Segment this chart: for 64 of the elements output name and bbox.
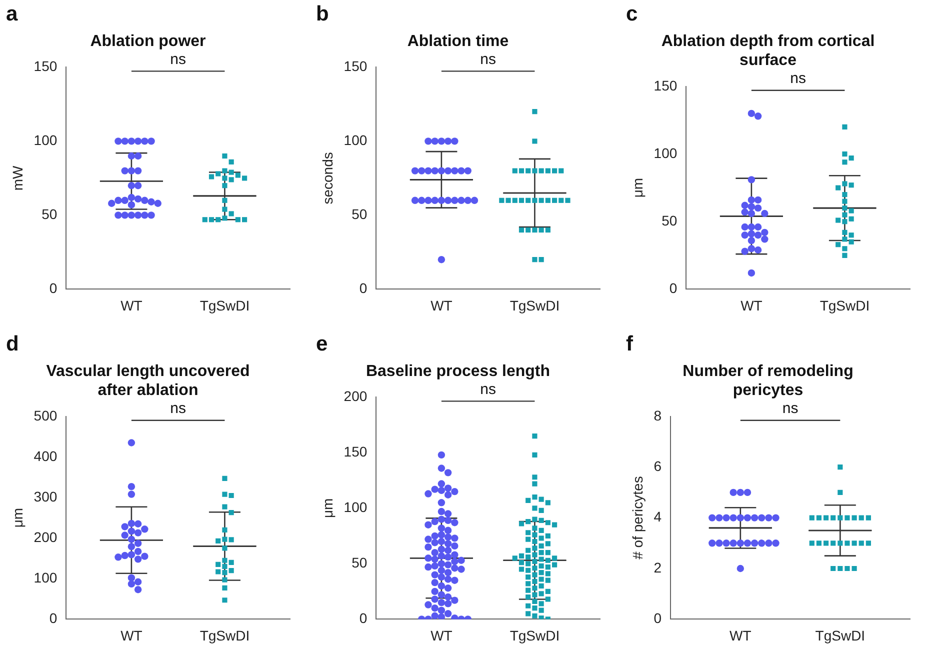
y-axis-title: mW (9, 164, 26, 191)
text: f (626, 332, 634, 356)
annotation: ns (480, 50, 496, 68)
y-tick-label: 50 (662, 212, 678, 228)
y-tick-label: 0 (49, 610, 58, 626)
y-tick-label: 200 (344, 388, 368, 404)
text: d (6, 332, 19, 356)
chart-title: Number of remodeling pericytes (682, 363, 854, 400)
x-tick-label: WT (120, 297, 143, 314)
y-tick-label: 150 (654, 77, 678, 94)
x-tick-label: WT (430, 297, 453, 314)
x-tick-label: WT (740, 297, 763, 314)
x-tick-label: TgSwDI (820, 297, 870, 314)
annotation: ns (782, 400, 798, 418)
x-tick-label: TgSwDI (200, 297, 250, 314)
chart-title: Ablation power (90, 33, 206, 50)
annotation: ns (170, 50, 186, 68)
x-tick-label: WT (120, 627, 143, 644)
y-axis-title: μm (9, 508, 26, 528)
text: a (6, 2, 18, 26)
annotation: ns (170, 400, 186, 418)
y-tick-label: 0 (49, 280, 58, 296)
y-tick-label: 0 (359, 280, 368, 296)
chart-title: Ablation time (407, 33, 509, 50)
y-tick-label: 8 (654, 407, 662, 424)
y-axis-title: μm (629, 178, 646, 198)
y-tick-label: 500 (34, 407, 58, 424)
chart-title: Baseline process length (366, 363, 550, 380)
y-tick-label: 0 (654, 610, 662, 626)
text: e (316, 332, 328, 356)
x-tick-label: TgSwDI (200, 627, 250, 644)
y-tick-label: 150 (344, 58, 368, 74)
annotation: ns (790, 70, 806, 88)
chart-title: Vascular length uncovered after ablation (46, 363, 250, 400)
y-tick-label: 200 (34, 528, 58, 545)
x-tick-label: TgSwDI (510, 297, 560, 314)
y-tick-label: 100 (34, 132, 58, 148)
y-tick-label: 100 (344, 132, 368, 148)
y-tick-label: 50 (352, 554, 368, 571)
x-tick-label: WT (730, 627, 752, 644)
y-tick-label: 400 (34, 448, 58, 464)
y-tick-label: 150 (344, 444, 368, 460)
x-tick-label: WT (430, 627, 453, 644)
y-tick-label: 4 (654, 508, 662, 525)
y-tick-label: 150 (34, 58, 58, 74)
x-tick-label: TgSwDI (510, 627, 560, 644)
y-tick-label: 100 (34, 570, 58, 586)
y-tick-label: 50 (42, 206, 58, 222)
y-tick-label: 300 (34, 488, 58, 504)
chart-title: Ablation depth from cortical surface (661, 33, 875, 70)
annotation: ns (480, 380, 496, 398)
y-tick-label: 100 (344, 499, 368, 516)
y-axis-title: # of pericytes (629, 476, 646, 560)
y-tick-label: 2 (654, 559, 662, 576)
y-tick-label: 0 (359, 610, 368, 626)
x-tick-label: TgSwDI (815, 627, 866, 644)
y-axis-title: seconds (319, 152, 336, 204)
text: b (316, 2, 329, 26)
y-tick-label: 0 (669, 280, 678, 296)
text: c (626, 2, 638, 26)
y-tick-label: 50 (352, 206, 368, 222)
y-axis-title: μm (319, 498, 336, 518)
y-tick-label: 6 (654, 458, 662, 474)
y-tick-label: 100 (654, 144, 678, 161)
